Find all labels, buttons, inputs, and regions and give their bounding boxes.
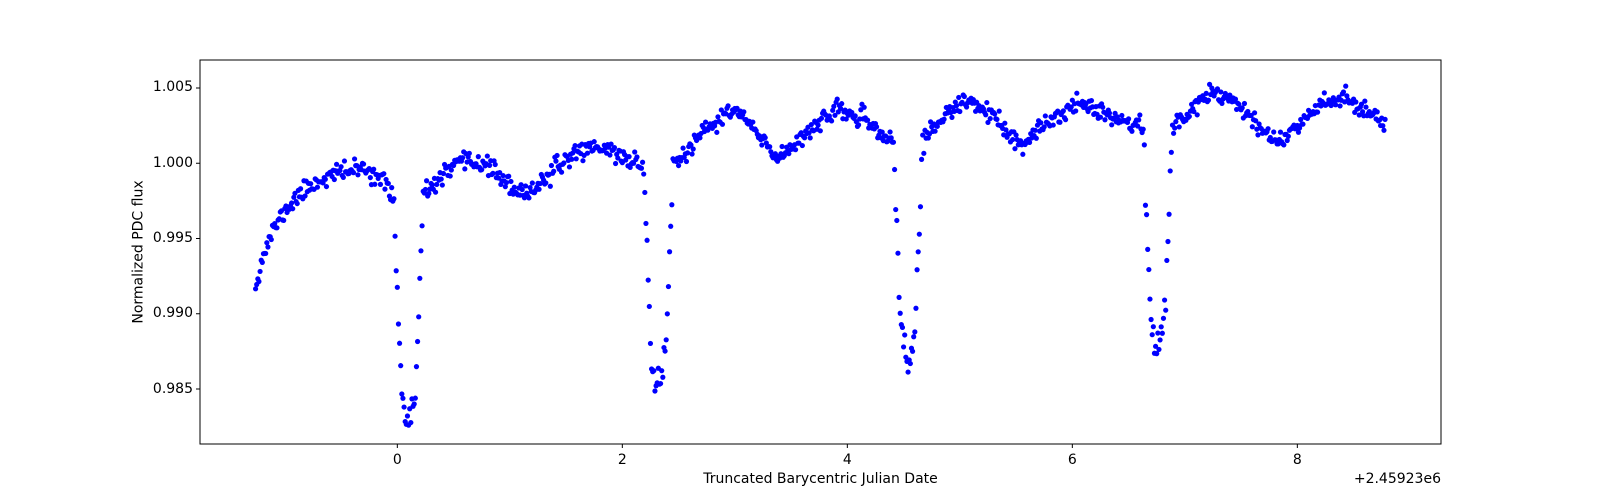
y-tick-label: 0.990 bbox=[152, 305, 193, 321]
x-tick-label: 0 bbox=[392, 452, 402, 468]
y-tick-label: 1.000 bbox=[152, 155, 193, 171]
y-axis-title: Normalized PDC flux bbox=[130, 180, 147, 324]
y-tick-label: 0.985 bbox=[152, 381, 193, 397]
y-tick-label: 0.995 bbox=[152, 230, 193, 246]
x-axis-title: Truncated Barycentric Julian Date bbox=[703, 471, 938, 487]
x-tick-label: 6 bbox=[1067, 452, 1077, 468]
x-tick-label: 8 bbox=[1292, 452, 1302, 468]
x-tick-label: 2 bbox=[617, 452, 627, 468]
y-tick-label: 1.005 bbox=[152, 79, 193, 95]
x-axis-offset-label: +2.45923e6 bbox=[1353, 471, 1441, 487]
x-tick-label: 4 bbox=[842, 452, 852, 468]
